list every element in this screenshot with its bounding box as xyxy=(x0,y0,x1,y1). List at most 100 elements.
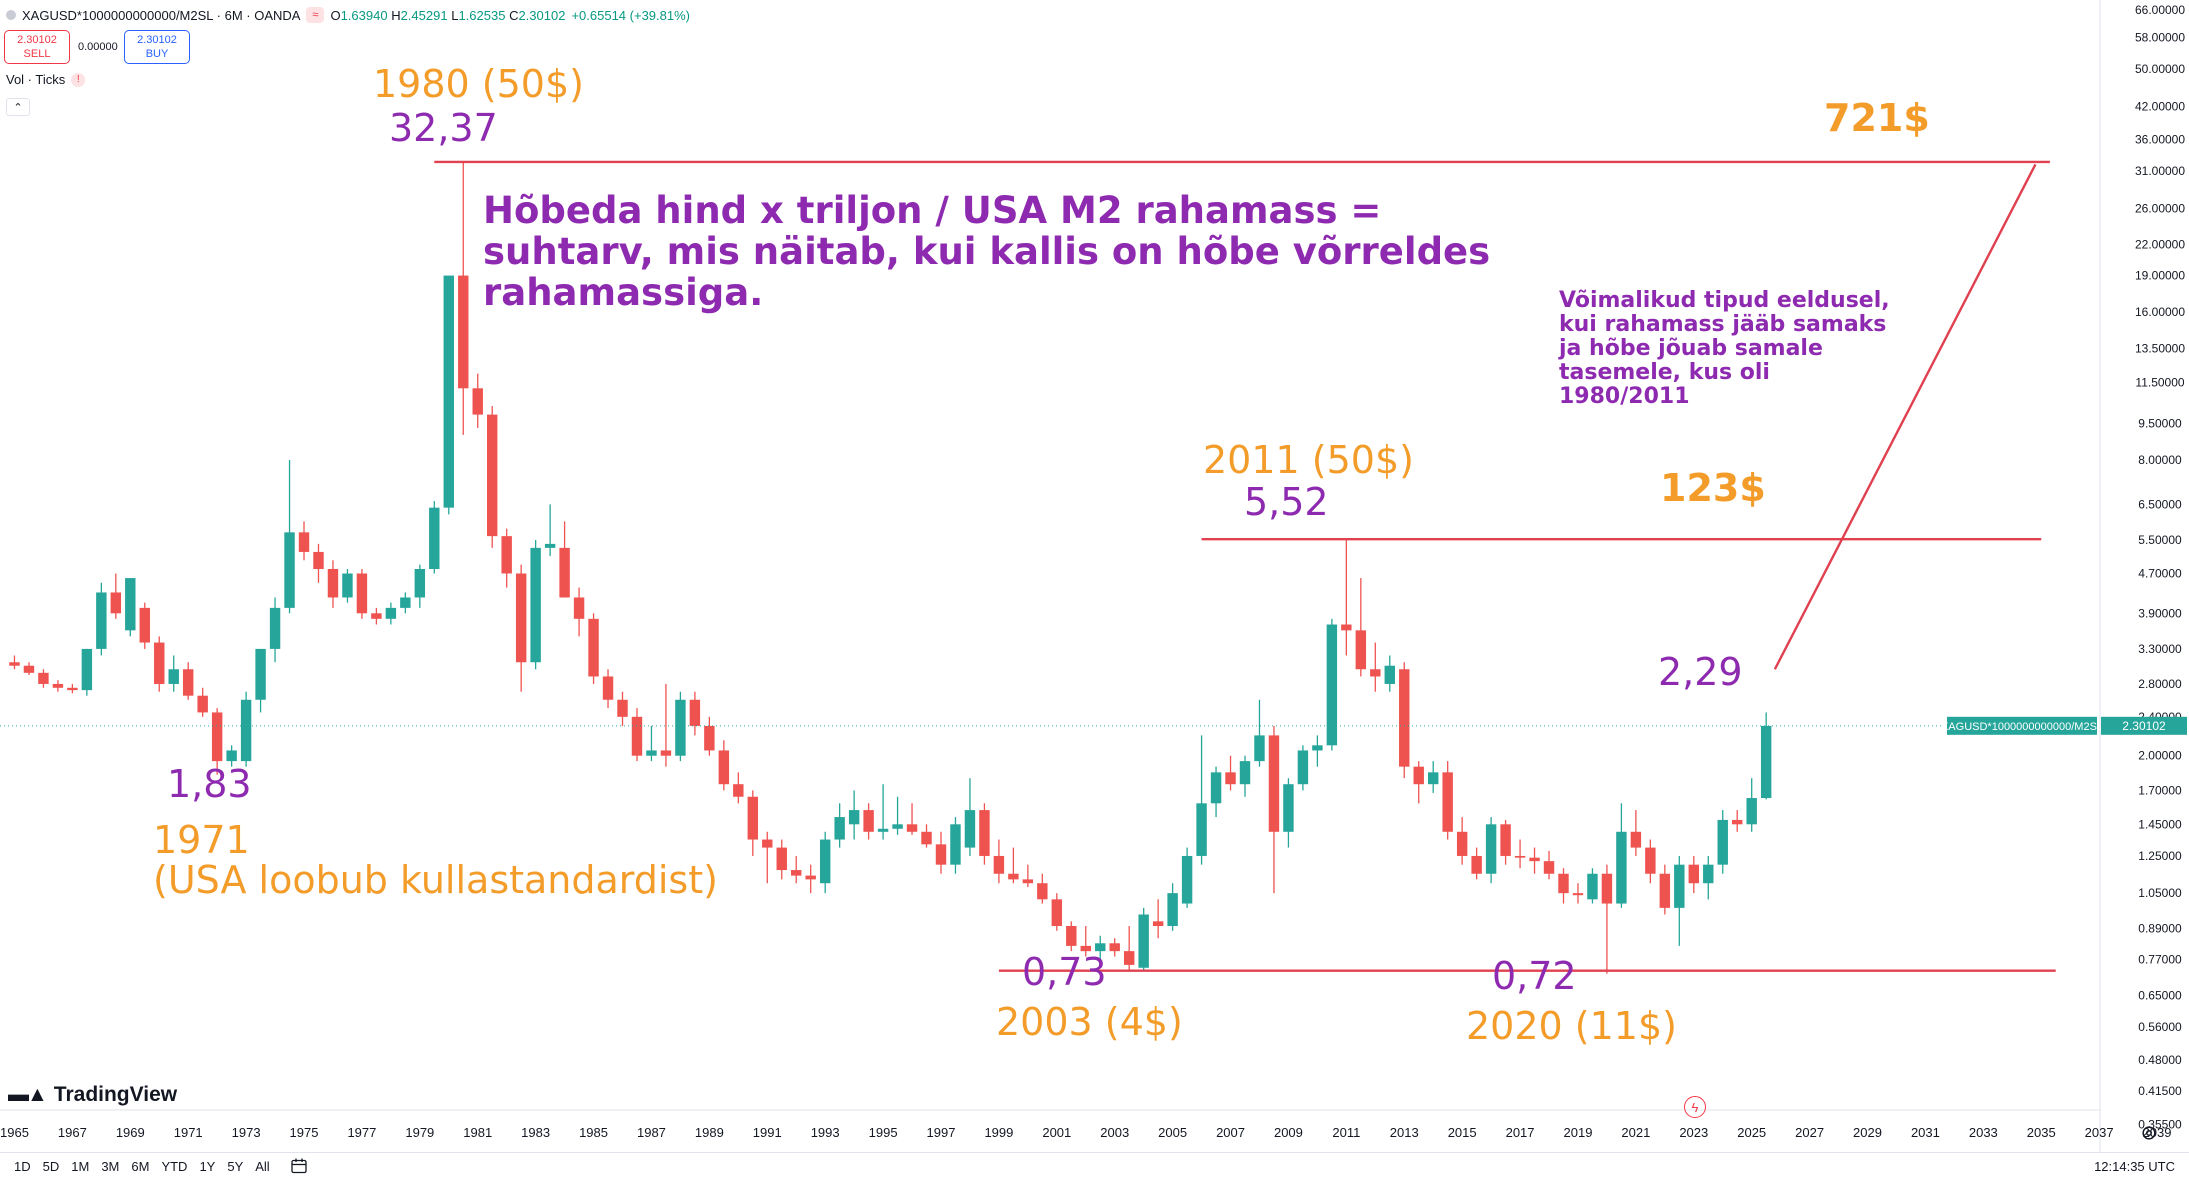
range-button-1m[interactable]: 1M xyxy=(71,1159,90,1174)
candle xyxy=(9,655,20,670)
price-tick-label: 26.00000 xyxy=(2135,202,2185,216)
annotation-1971-value: 1,83 xyxy=(167,762,252,806)
candles-group xyxy=(9,161,1772,974)
candle xyxy=(573,587,585,637)
price-tick-label: 9.50000 xyxy=(2138,416,2182,430)
sell-button[interactable]: 2.30102 SELL xyxy=(4,30,70,64)
candle xyxy=(863,803,874,840)
candle xyxy=(197,687,208,717)
candle-body xyxy=(23,665,35,673)
change-value: +0.65514 (+39.81%) xyxy=(571,7,690,23)
candle xyxy=(964,778,976,856)
candle xyxy=(950,817,961,874)
time-tick-label: 2007 xyxy=(1216,1125,1245,1140)
lightning-icon[interactable]: ϟ xyxy=(1684,1096,1706,1118)
candle xyxy=(1717,810,1728,874)
candle xyxy=(240,691,252,767)
candle-body xyxy=(284,532,295,608)
range-button-1y[interactable]: 1Y xyxy=(199,1159,216,1174)
candle-body xyxy=(9,662,20,666)
candle-body xyxy=(1239,761,1251,785)
last-price-tag: XAGUSD*1000000000000/M2SL 2.30102 xyxy=(1941,716,2187,735)
candle xyxy=(1239,755,1251,797)
time-tick-label: 2011 xyxy=(1332,1125,1360,1140)
range-button-all[interactable]: All xyxy=(255,1159,270,1174)
time-tick-label: 1981 xyxy=(463,1125,492,1140)
candle-body xyxy=(1225,772,1236,785)
candle xyxy=(1066,921,1077,952)
time-tick-label: 2021 xyxy=(1621,1125,1650,1140)
main-description: Hõbeda hind x triljon / USA M2 rahamass … xyxy=(483,189,1491,314)
candle xyxy=(805,864,816,894)
candle-body xyxy=(1442,772,1453,832)
candle-body xyxy=(1413,766,1424,785)
range-button-5d[interactable]: 5D xyxy=(42,1159,60,1174)
price-tick-label: 3.90000 xyxy=(2138,606,2182,620)
candle xyxy=(327,560,339,608)
price-tick-label: 42.00000 xyxy=(2135,99,2185,113)
spread-value: 0.00000 xyxy=(78,41,118,53)
candle-body xyxy=(906,824,918,832)
trend-line[interactable] xyxy=(1773,163,2037,670)
price-tick-label: 1.25000 xyxy=(2138,849,2182,863)
price-tick-label: 13.50000 xyxy=(2135,341,2185,355)
range-button-5y[interactable]: 5Y xyxy=(227,1159,244,1174)
symbol-title[interactable]: XAGUSD*1000000000000/M2SL · 6M · OANDA xyxy=(22,7,301,23)
collapse-legend-button[interactable]: ⌃ xyxy=(6,98,30,116)
price-tick-label: 6.50000 xyxy=(2138,497,2182,511)
candle-body xyxy=(1022,879,1034,884)
candle-body xyxy=(298,532,310,552)
candle-body xyxy=(139,607,150,643)
trade-buttons: 2.30102 SELL 0.00000 2.30102 BUY xyxy=(4,30,190,64)
calendar-icon[interactable] xyxy=(290,1157,308,1175)
range-button-ytd[interactable]: YTD xyxy=(161,1159,188,1174)
gear-icon[interactable] xyxy=(2140,1124,2158,1142)
time-tick-label: 2017 xyxy=(1506,1125,1535,1140)
candle xyxy=(1051,893,1063,931)
candle-body xyxy=(1384,665,1395,684)
candle xyxy=(1210,766,1222,818)
candle xyxy=(544,504,556,557)
candle xyxy=(371,607,382,625)
annotation-1980-value: 32,37 xyxy=(389,106,498,150)
candle-body xyxy=(1456,831,1468,856)
utc-clock[interactable]: 12:14:35 UTC xyxy=(2094,1159,2175,1174)
price-tick-label: 8.00000 xyxy=(2138,453,2182,467)
price-tick-label: 1.05000 xyxy=(2138,886,2182,900)
hidden-indicator-icon[interactable]: ! xyxy=(71,72,86,87)
candle xyxy=(733,772,744,804)
compare-icon[interactable]: ≈ xyxy=(306,7,325,23)
candle-body xyxy=(646,750,657,756)
candle xyxy=(689,691,701,736)
candle-body xyxy=(689,699,701,726)
candle xyxy=(1630,810,1642,856)
price-tick-label: 4.70000 xyxy=(2138,566,2182,580)
range-button-3m[interactable]: 3M xyxy=(101,1159,120,1174)
range-button-6m[interactable]: 6M xyxy=(131,1159,150,1174)
status-dot xyxy=(6,10,16,20)
candle-body xyxy=(1427,772,1439,785)
candle-body xyxy=(979,810,990,856)
candle xyxy=(1659,864,1671,915)
candle-body xyxy=(1399,669,1410,767)
buy-button[interactable]: 2.30102 BUY xyxy=(124,30,190,64)
candle xyxy=(675,691,686,762)
time-tick-label: 1975 xyxy=(290,1125,319,1140)
candle xyxy=(1109,938,1120,957)
candle xyxy=(1732,810,1743,832)
candle-body xyxy=(1471,855,1482,874)
candle-body xyxy=(993,855,1005,874)
bottom-toolbar: 1D 5D 1M 3M 6M YTD 1Y 5Y All 12:14:35 UTC xyxy=(0,1152,2189,1180)
range-button-1d[interactable]: 1D xyxy=(14,1159,31,1174)
candle-body xyxy=(255,648,266,700)
tradingview-logo[interactable]: ▬▲ TradingView xyxy=(8,1083,177,1107)
candle xyxy=(284,460,295,614)
annotation-2020-value: 0,72 xyxy=(1492,954,1577,998)
time-tick-label: 1967 xyxy=(58,1125,87,1140)
time-tick-label: 1965 xyxy=(0,1125,29,1140)
candle-body xyxy=(154,642,165,684)
price-tick-label: 0.56000 xyxy=(2138,1020,2182,1034)
time-tick-label: 2037 xyxy=(2085,1125,2114,1140)
volume-indicator[interactable]: Vol · Ticks ! xyxy=(6,72,86,87)
